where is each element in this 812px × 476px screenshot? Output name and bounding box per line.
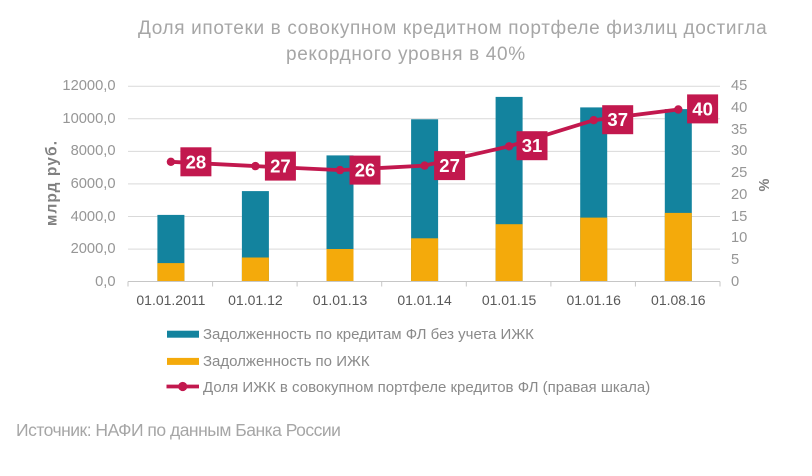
svg-text:26: 26 <box>355 160 376 181</box>
svg-text:27: 27 <box>270 156 291 177</box>
svg-text:37: 37 <box>607 109 628 130</box>
svg-text:31: 31 <box>522 135 543 156</box>
svg-text:27: 27 <box>439 155 460 176</box>
svg-text:млрд руб.: млрд руб. <box>44 140 61 226</box>
svg-text:28: 28 <box>186 151 207 172</box>
svg-text:40: 40 <box>692 98 713 119</box>
